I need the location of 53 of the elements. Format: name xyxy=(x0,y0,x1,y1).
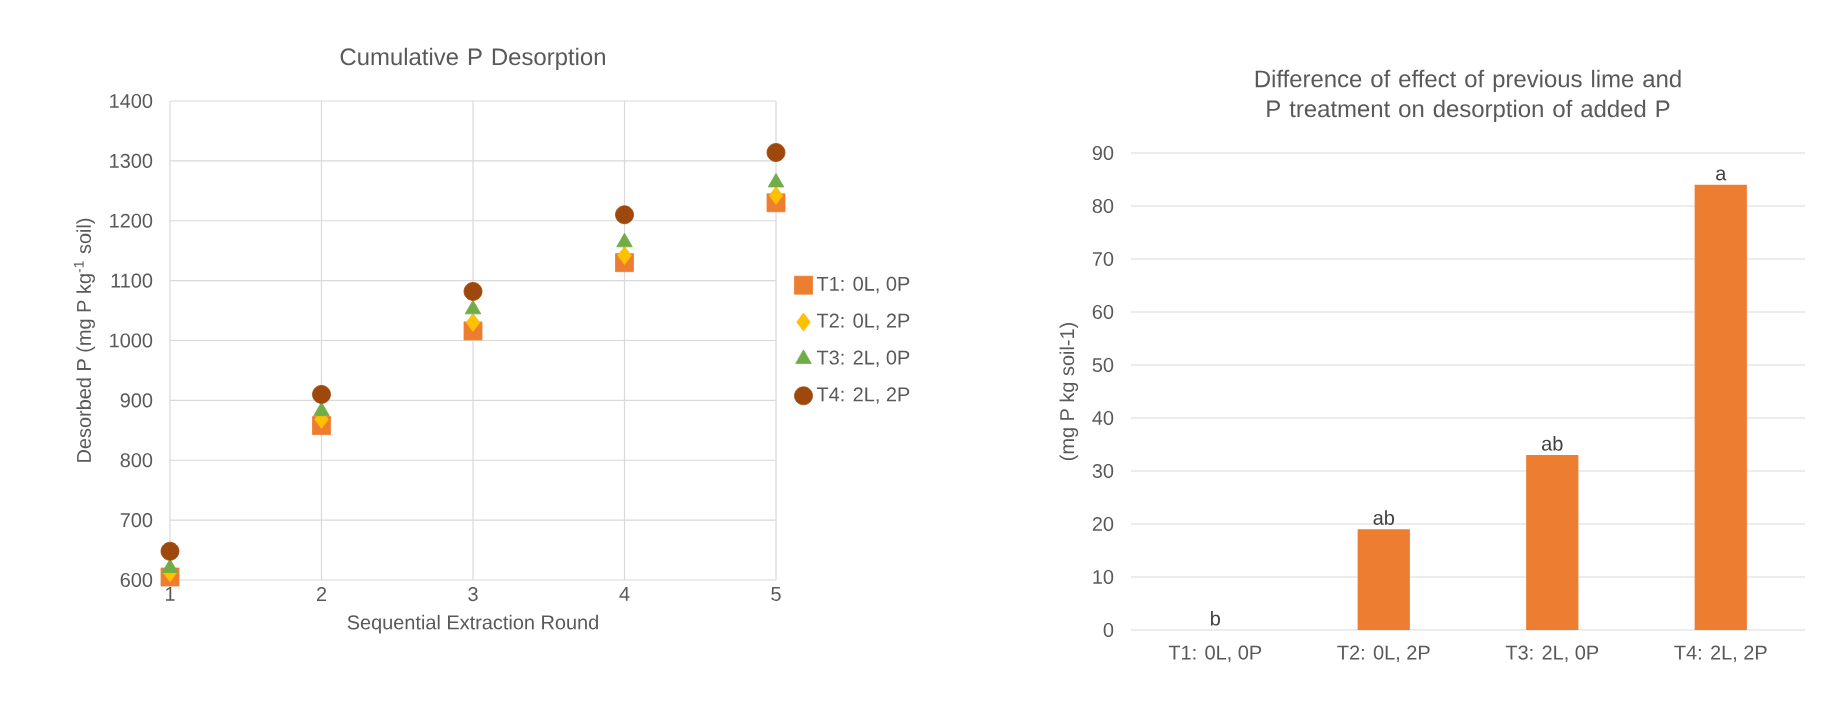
x-tick-label: T1: 0L, 0P xyxy=(1168,645,1262,663)
y-tick-label: 900 xyxy=(120,393,153,408)
y-tick-label: 600 xyxy=(120,572,153,588)
y-tick-label: 1400 xyxy=(110,93,153,109)
y-tick-label: 0 xyxy=(1103,622,1114,638)
annotation: b xyxy=(1211,610,1220,626)
y-tick-label: 90 xyxy=(1092,145,1114,161)
point xyxy=(312,384,331,404)
x-tick-label: 5 xyxy=(771,587,781,601)
chart-title: Difference of effect of previous lime and P treatment on desorption of added P xyxy=(1255,69,1681,123)
y-tick-label: 30 xyxy=(1092,463,1114,479)
x-tick-label: 4 xyxy=(619,587,630,601)
point xyxy=(615,205,634,225)
y-tick-label: 700 xyxy=(120,513,153,528)
chart-title: Cumulative P Desorption xyxy=(340,47,605,71)
y-axis-title: Desorbed P (mg P kg$^{-1}$ soil) xyxy=(73,218,95,462)
y-tick-label: 1000 xyxy=(110,333,153,348)
point xyxy=(766,143,786,162)
point xyxy=(463,282,483,301)
y-tick-label: 60 xyxy=(1092,304,1114,320)
point xyxy=(768,186,784,205)
x-tick-label: T3: 2L, 0P xyxy=(1505,645,1599,663)
legend-label: T4: 2L, 2P xyxy=(816,387,910,404)
y-tick-label: 10 xyxy=(1093,569,1114,585)
y-tick-label: 40 xyxy=(1092,410,1114,426)
point xyxy=(767,173,785,188)
legend-label: T3: 2L, 0P xyxy=(816,350,910,367)
bar xyxy=(1357,529,1410,630)
annotation: ab xyxy=(1373,510,1395,525)
annotation: a xyxy=(1716,169,1727,181)
y-tick-label: 20 xyxy=(1092,516,1114,532)
y-tick-label: 50 xyxy=(1092,357,1114,373)
point xyxy=(617,246,632,265)
x-tick-label: 2 xyxy=(316,587,327,601)
x-tick-label: 1 xyxy=(165,587,175,601)
point xyxy=(465,313,481,332)
y-axis-title: (mg P kg soil-1) xyxy=(1059,323,1079,460)
x-tick-label: T2: 0L, 2P xyxy=(1337,645,1430,663)
y-tick-label: 80 xyxy=(1092,198,1114,214)
point xyxy=(160,541,180,561)
y-tick-label: 1100 xyxy=(111,273,153,288)
x-tick-label: 3 xyxy=(468,587,478,602)
y-tick-label: 70 xyxy=(1092,251,1114,267)
bar xyxy=(1694,184,1747,630)
y-tick-label: 1300 xyxy=(110,153,153,168)
annotation: ab xyxy=(1542,436,1563,451)
legend-label: T1: 0L, 0P xyxy=(816,276,910,294)
legend-label: T2: 0L, 2P xyxy=(816,313,910,331)
y-tick-label: 800 xyxy=(120,453,153,468)
bar xyxy=(1526,455,1579,630)
x-tick-label: T4: 2L, 2P xyxy=(1674,645,1767,663)
y-tick-label: 1200 xyxy=(110,213,153,228)
x-axis-title: Sequential Extraction Round xyxy=(347,614,598,634)
